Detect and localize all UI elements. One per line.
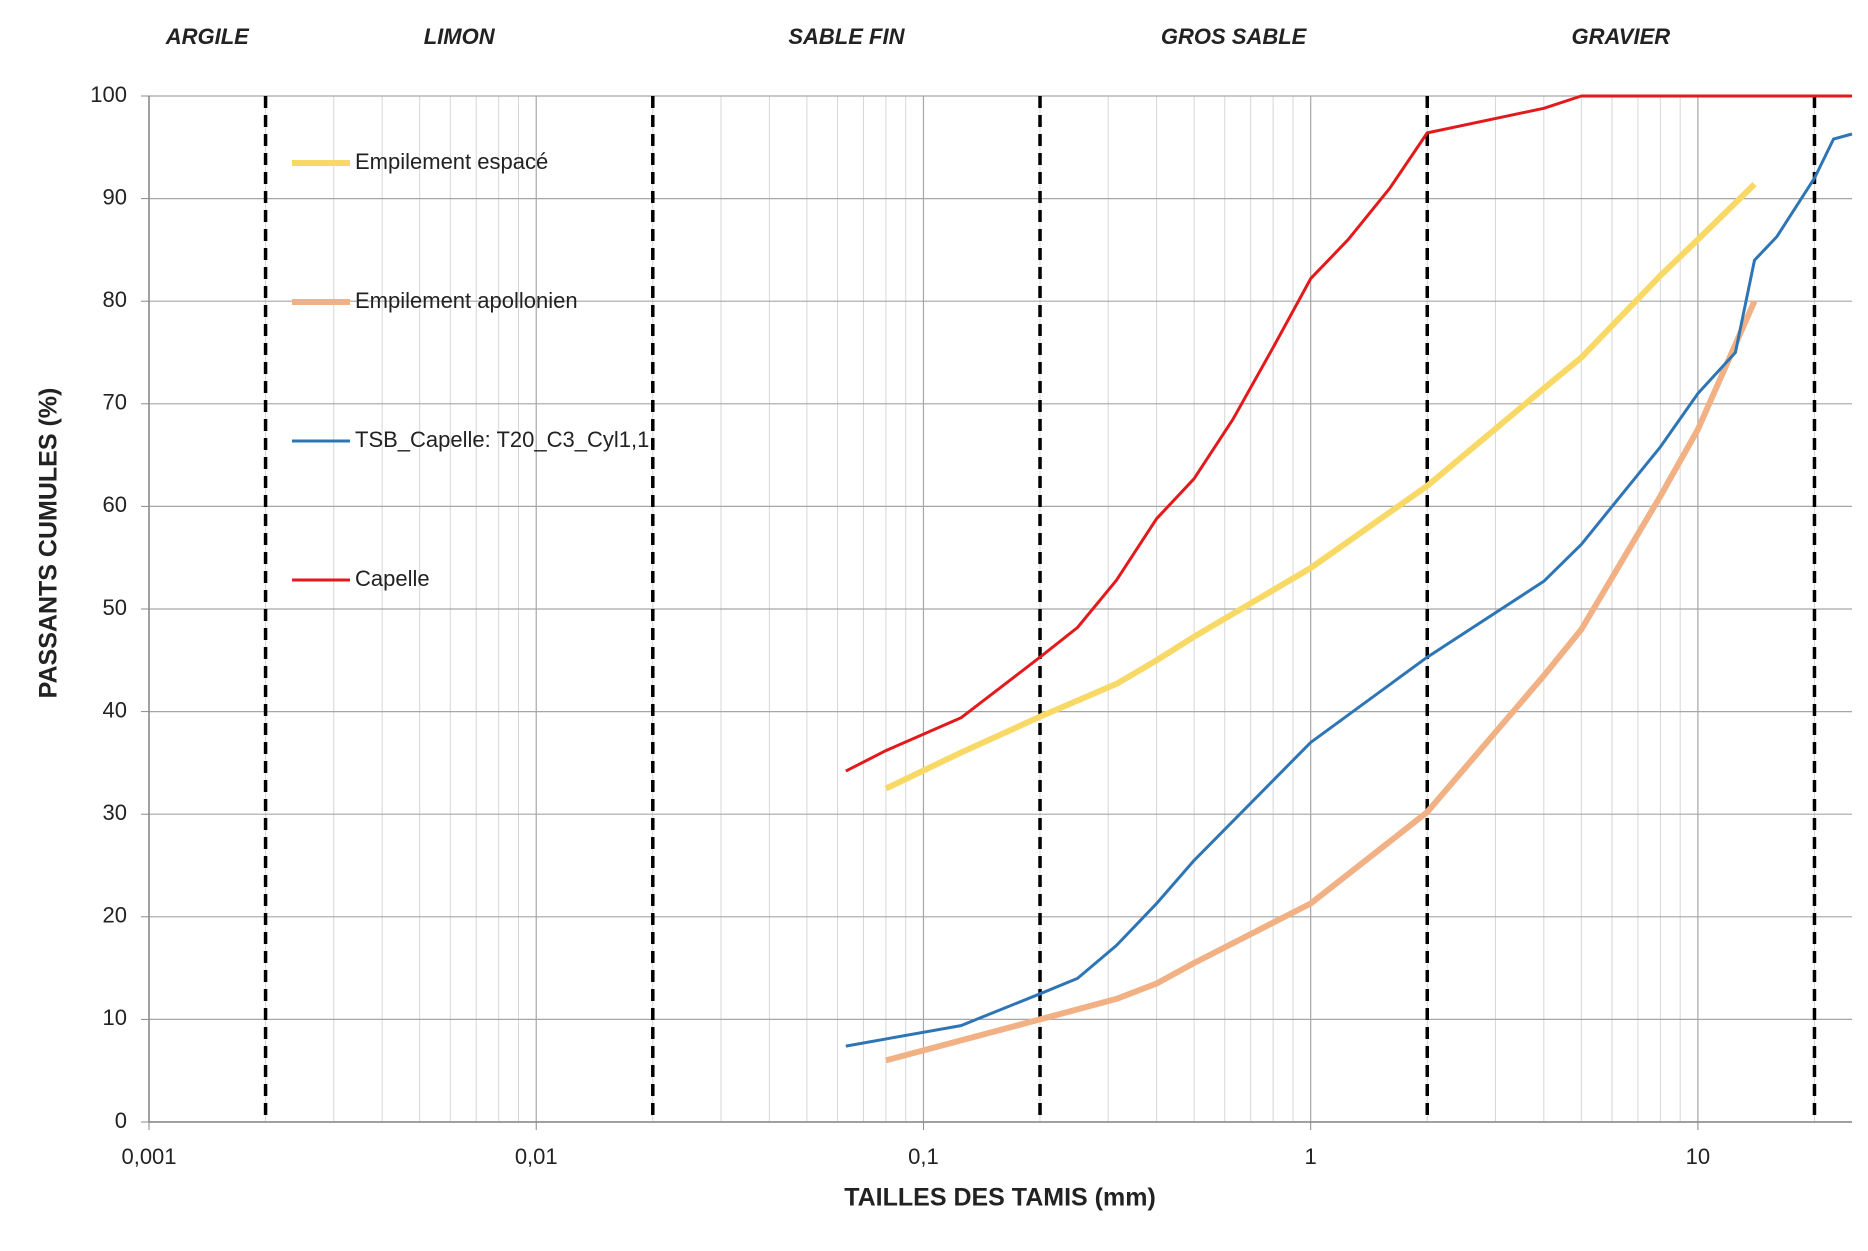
zone-label: ARGILE: [165, 24, 250, 49]
legend-label: TSB_Capelle: T20_C3_Cyl1,1: [355, 427, 649, 452]
series-line: [845, 94, 1852, 773]
zone-label: GRAVIER: [1572, 24, 1671, 49]
x-tick-label: 0,001: [121, 1144, 176, 1169]
x-tick-label: 0,01: [515, 1144, 558, 1169]
y-tick-label: 100: [90, 82, 127, 107]
y-axis-label: PASSANTS CUMULES (%): [35, 388, 63, 699]
y-tick-label: 90: [103, 184, 127, 209]
series-line: [885, 299, 1758, 1064]
y-tick-label: 30: [103, 800, 127, 825]
y-tick-label: 40: [103, 697, 127, 722]
zone-label: SABLE FIN: [788, 24, 905, 49]
legend-label: Capelle: [355, 566, 430, 591]
zone-label: GROS SABLE: [1161, 24, 1308, 49]
y-tick-label: 10: [103, 1005, 127, 1030]
x-tick-label: 0,1: [908, 1144, 939, 1169]
y-tick-label: 60: [103, 492, 127, 517]
legend-label: Empilement apollonien: [355, 288, 578, 313]
y-tick-label: 80: [103, 287, 127, 312]
y-tick-label: 50: [103, 595, 127, 620]
series-line: [845, 132, 1853, 1048]
zone-label: LIMON: [424, 24, 496, 49]
legend-label: Empilement espacé: [355, 149, 548, 174]
series-line: [884, 182, 1757, 792]
x-tick-label: 10: [1686, 1144, 1710, 1169]
x-axis-label: TAILLES DES TAMIS (mm): [844, 1184, 1156, 1212]
y-tick-label: 20: [103, 903, 127, 928]
y-tick-label: 70: [103, 390, 127, 415]
x-tick-label: 1: [1305, 1144, 1317, 1169]
y-tick-label: 0: [115, 1108, 127, 1133]
